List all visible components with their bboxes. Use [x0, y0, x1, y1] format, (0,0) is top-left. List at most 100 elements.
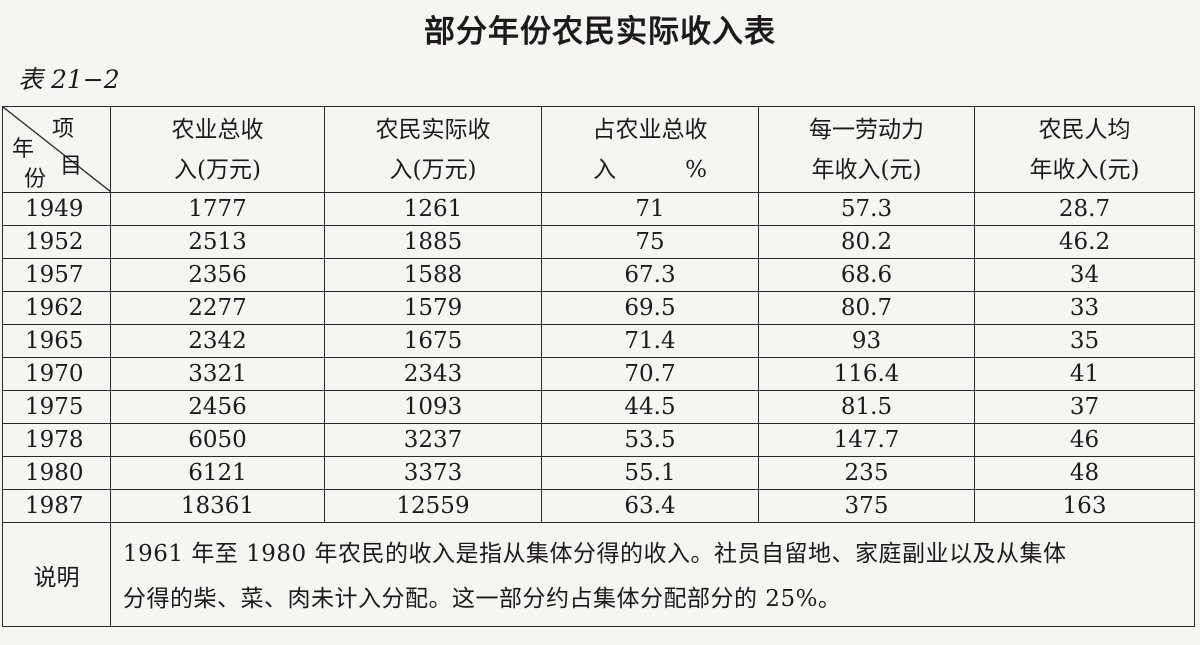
total-income-cell: 18361 — [110, 489, 325, 523]
table-row: 1987 18361 12559 63.4 375 163 — [2, 489, 1195, 523]
percentage-cell: 53.5 — [541, 423, 759, 457]
column-header-line: 农民人均 — [1038, 116, 1131, 143]
table-row: 1980 6121 3373 55.1 235 48 — [2, 456, 1195, 490]
column-header-line: 入 % — [593, 156, 707, 183]
percentage-cell: 44.5 — [541, 390, 759, 424]
per-labor-income-cell: 81.5 — [758, 390, 975, 424]
year-cell: 1962 — [2, 291, 111, 325]
column-header-line: 年收入(元) — [1029, 156, 1140, 183]
per-capita-income-cell: 34 — [974, 258, 1195, 292]
column-header-line: 农民实际收 — [375, 116, 491, 143]
column-header-line: 占农业总收 — [592, 116, 708, 143]
table-row: 1952 2513 1885 75 80.2 46.2 — [2, 225, 1195, 259]
per-labor-income-cell: 68.6 — [758, 258, 975, 292]
percentage-cell: 71.4 — [541, 324, 759, 358]
per-labor-income-cell: 93 — [758, 324, 975, 358]
per-labor-income-cell: 235 — [758, 456, 975, 490]
diagonal-line — [3, 107, 111, 192]
actual-income-cell: 1588 — [324, 258, 542, 292]
year-cell: 1970 — [2, 357, 111, 391]
total-income-cell: 1777 — [110, 192, 325, 226]
column-header-line: 每一劳动力 — [809, 116, 924, 143]
percentage-cell: 63.4 — [541, 489, 759, 523]
actual-income-cell: 3373 — [324, 456, 542, 490]
column-header-percentage: 占农业总收 入 % — [541, 106, 759, 193]
total-income-cell: 2513 — [110, 225, 325, 259]
column-header-actual-income: 农民实际收 入(万元) — [324, 106, 542, 193]
percentage-cell: 75 — [541, 225, 759, 259]
note-label: 说明 — [2, 522, 111, 627]
column-header-line: 入(万元) — [174, 156, 261, 183]
corner-label-nian: 年 — [12, 137, 35, 162]
per-labor-income-cell: 375 — [758, 489, 975, 523]
table-row: 1975 2456 1093 44.5 81.5 37 — [2, 390, 1195, 424]
per-capita-income-cell: 48 — [974, 456, 1195, 490]
note-text: 1961 年至 1980 年农民的收入是指从集体分得的收入。社员自留地、家庭副业… — [110, 522, 1195, 627]
total-income-cell: 3321 — [110, 357, 325, 391]
total-income-cell: 2356 — [110, 258, 325, 292]
actual-income-cell: 1675 — [324, 324, 542, 358]
actual-income-cell: 1579 — [324, 291, 542, 325]
per-labor-income-cell: 80.7 — [758, 291, 975, 325]
actual-income-cell: 1093 — [324, 390, 542, 424]
column-header-line: 入(万元) — [389, 156, 477, 183]
per-capita-income-cell: 41 — [974, 357, 1195, 391]
corner-label-fen: 份 — [24, 167, 47, 192]
year-cell: 1987 — [2, 489, 111, 523]
note-row: 说明 1961 年至 1980 年农民的收入是指从集体分得的收入。社员自留地、家… — [2, 522, 1195, 627]
note-line: 1961 年至 1980 年农民的收入是指从集体分得的收入。社员自留地、家庭副业… — [123, 540, 1067, 567]
total-income-cell: 2342 — [110, 324, 325, 358]
table-row: 1965 2342 1675 71.4 93 35 — [2, 324, 1195, 358]
table-row: 1957 2356 1588 67.3 68.6 34 — [2, 258, 1195, 292]
percentage-cell: 71 — [541, 192, 759, 226]
percentage-cell: 69.5 — [541, 291, 759, 325]
per-capita-income-cell: 46.2 — [974, 225, 1195, 259]
table-row: 1949 1777 1261 71 57.3 28.7 — [2, 192, 1195, 226]
note-line: 分得的柴、菜、肉未计入分配。这一部分约占集体分配部分的 25%。 — [123, 585, 842, 612]
percentage-cell: 67.3 — [541, 258, 759, 292]
header-row: 项 目 年 份 农业总收 入(万元) 农民实际收 入(万元) 占农业总收 入 %… — [2, 106, 1195, 193]
column-header-total-income: 农业总收 入(万元) — [110, 106, 325, 193]
percentage-cell: 70.7 — [541, 357, 759, 391]
per-labor-income-cell: 80.2 — [758, 225, 975, 259]
corner-header-cell: 项 目 年 份 — [2, 106, 111, 193]
total-income-cell: 2277 — [110, 291, 325, 325]
year-cell: 1952 — [2, 225, 111, 259]
total-income-cell: 6050 — [110, 423, 325, 457]
column-header-per-capita: 农民人均 年收入(元) — [974, 106, 1195, 193]
income-table: 项 目 年 份 农业总收 入(万元) 农民实际收 入(万元) 占农业总收 入 %… — [2, 106, 1195, 627]
actual-income-cell: 1885 — [324, 225, 542, 259]
year-cell: 1980 — [2, 456, 111, 490]
per-capita-income-cell: 28.7 — [974, 192, 1195, 226]
column-header-line: 年收入(元) — [811, 156, 922, 183]
per-capita-income-cell: 37 — [974, 390, 1195, 424]
per-capita-income-cell: 163 — [974, 489, 1195, 523]
table-row: 1978 6050 3237 53.5 147.7 46 — [2, 423, 1195, 457]
corner-label-xiang: 项 — [52, 117, 75, 142]
per-capita-income-cell: 35 — [974, 324, 1195, 358]
year-cell: 1975 — [2, 390, 111, 424]
table-row: 1970 3321 2343 70.7 116.4 41 — [2, 357, 1195, 391]
year-cell: 1978 — [2, 423, 111, 457]
actual-income-cell: 3237 — [324, 423, 542, 457]
actual-income-cell: 1261 — [324, 192, 542, 226]
year-cell: 1949 — [2, 192, 111, 226]
column-header-per-labor: 每一劳动力 年收入(元) — [758, 106, 975, 193]
year-cell: 1957 — [2, 258, 111, 292]
per-capita-income-cell: 33 — [974, 291, 1195, 325]
total-income-cell: 6121 — [110, 456, 325, 490]
total-income-cell: 2456 — [110, 390, 325, 424]
actual-income-cell: 2343 — [324, 357, 542, 391]
table-number: 表 21−2 — [18, 65, 120, 94]
table-row: 1962 2277 1579 69.5 80.7 33 — [2, 291, 1195, 325]
year-cell: 1965 — [2, 324, 111, 358]
page-title: 部分年份农民实际收入表 — [424, 14, 776, 50]
per-labor-income-cell: 116.4 — [758, 357, 975, 391]
column-header-line: 农业总收 — [171, 116, 264, 143]
corner-label-mu: 目 — [60, 154, 83, 179]
percentage-cell: 55.1 — [541, 456, 759, 490]
per-labor-income-cell: 57.3 — [758, 192, 975, 226]
per-capita-income-cell: 46 — [974, 423, 1195, 457]
per-labor-income-cell: 147.7 — [758, 423, 975, 457]
actual-income-cell: 12559 — [324, 489, 542, 523]
